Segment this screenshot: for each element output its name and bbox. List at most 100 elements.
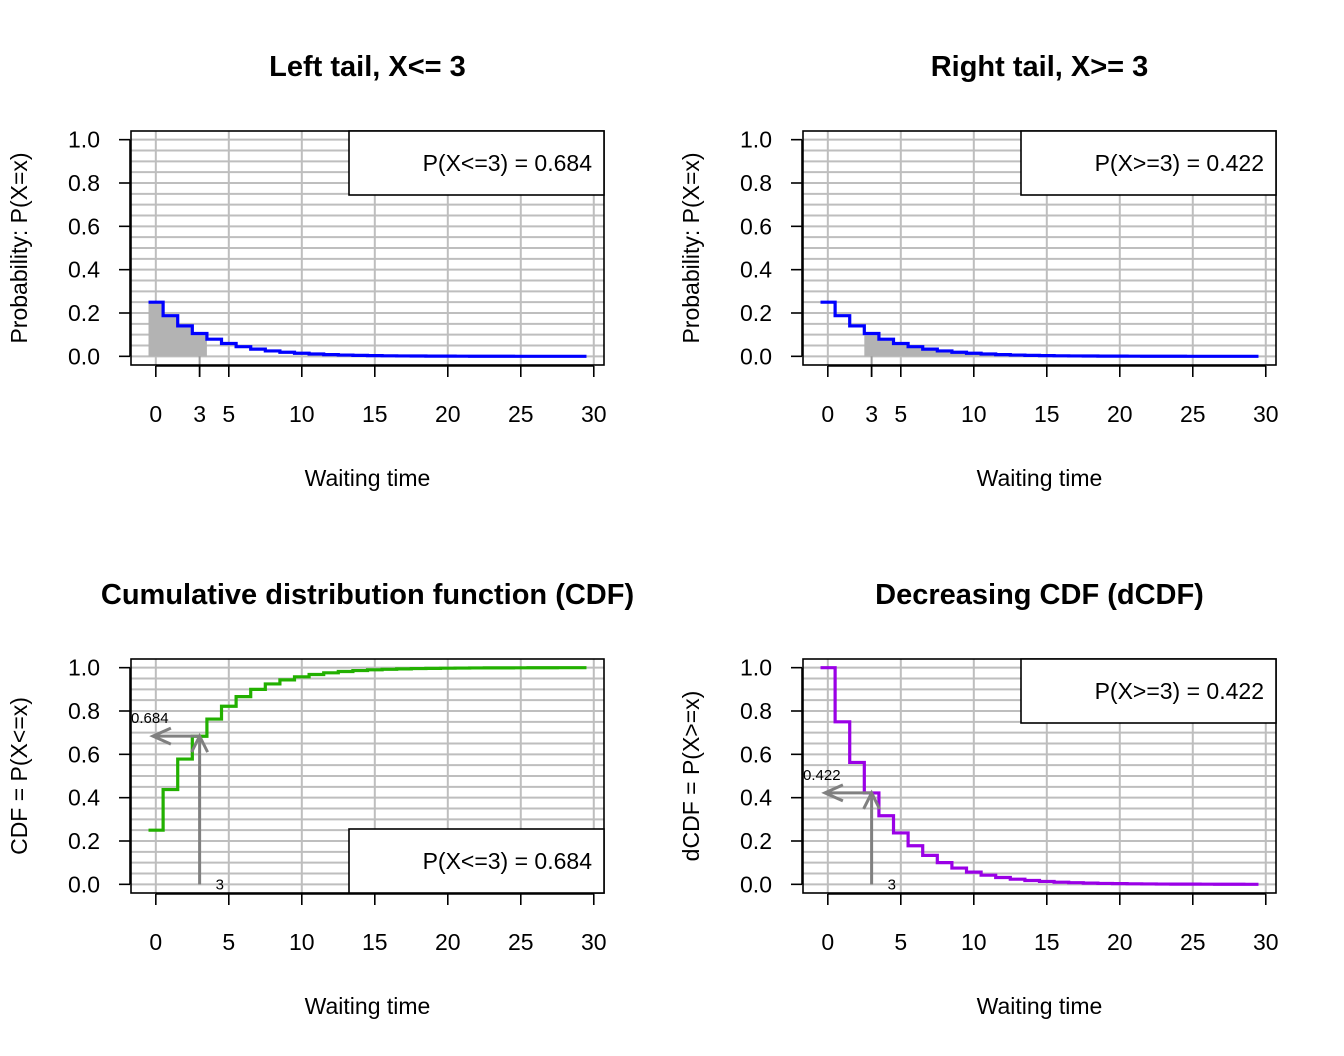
panel-title: Decreasing CDF (dCDF) [875, 579, 1204, 611]
y-tick-label: 0.8 [68, 698, 100, 724]
x-tick-label: 5 [894, 929, 907, 955]
value-arrow: 3 0.684 [131, 710, 224, 893]
x-tick-label: 0 [821, 401, 834, 427]
y-tick-label: 0.0 [68, 343, 100, 369]
x-tick-label: 30 [1253, 929, 1279, 955]
arrow-x-label: 3 [216, 876, 224, 893]
y-tick-label: 0.2 [68, 300, 100, 326]
x-tick-label: 5 [222, 929, 235, 955]
x-tick-label: 10 [961, 401, 987, 427]
y-tick-label: 0.2 [68, 828, 100, 854]
y-tick-label: 1.0 [68, 655, 100, 681]
x-tick-label: 25 [1180, 929, 1206, 955]
step-series [820, 300, 1259, 358]
shaded-area [148, 302, 207, 357]
x-tick-label: 25 [1180, 401, 1206, 427]
x-tick-label: 15 [362, 401, 388, 427]
x-axis: 0 5 10 15 20 25 30 Waiting time [821, 893, 1279, 1019]
y-tick-label: 0.0 [740, 343, 772, 369]
y-tick-label: 0.0 [740, 871, 772, 897]
legend-box [348, 828, 605, 894]
x-axis: 0 3 5 10 15 20 25 30 Waiting time [821, 365, 1279, 491]
x-tick-label: 10 [961, 929, 987, 955]
arrow-y-label: 0.684 [131, 710, 169, 727]
x-tick-label: 20 [1107, 401, 1133, 427]
legend-box [1020, 658, 1277, 724]
legend-text: P(X<=3) = 0.684 [423, 150, 593, 176]
legend-text: P(X>=3) = 0.422 [1095, 150, 1264, 176]
panel-dcdf: Decreasing CDF (dCDF) 3 0.422 P(X>=3) = 0.4… [678, 579, 1279, 1019]
y-tick-label: 1.0 [740, 655, 772, 681]
x-tick-label: 20 [435, 401, 461, 427]
y-axis: 0.0 0.2 0.4 0.6 0.8 1.0 CDF = P(X<=x) [6, 655, 131, 897]
x-axis-label: Waiting time [305, 465, 431, 491]
x-axis-label: Waiting time [305, 993, 431, 1019]
y-tick-label: 1.0 [740, 127, 772, 153]
y-axis-label: CDF = P(X<=x) [6, 697, 32, 855]
y-tick-label: 0.6 [68, 213, 100, 239]
arrow-head [821, 783, 844, 803]
y-tick-label: 0.2 [740, 300, 772, 326]
x-tick-label: 3 [865, 401, 878, 427]
y-axis-label: Probability: P(X=x) [678, 152, 704, 343]
panel-right-tail: Right tail, X>= 3 P(X>=3) = 0.422 0.0 0.2 0.… [678, 51, 1279, 491]
x-tick-label: 10 [289, 929, 315, 955]
legend-box [1020, 130, 1277, 196]
x-tick-label: 20 [1107, 929, 1133, 955]
arrow-head [149, 726, 172, 746]
y-tick-label: 0.4 [740, 257, 772, 283]
x-tick-label: 5 [894, 401, 907, 427]
x-tick-label: 25 [508, 929, 534, 955]
x-axis: 0 3 5 10 15 20 25 30 Waiting time [149, 365, 607, 491]
x-tick-label: 30 [581, 929, 607, 955]
legend-box [348, 130, 605, 196]
x-tick-label: 20 [435, 929, 461, 955]
x-tick-label: 25 [508, 401, 534, 427]
step-line [148, 666, 587, 832]
panel-title: Right tail, X>= 3 [931, 51, 1149, 83]
y-axis: 0.0 0.2 0.4 0.6 0.8 1.0 dCDF = P(X>=x) [678, 655, 803, 897]
x-tick-label: 0 [821, 929, 834, 955]
y-tick-label: 0.6 [740, 213, 772, 239]
step-line [148, 300, 587, 358]
panel-title: Cumulative distribution function (CDF) [101, 579, 634, 611]
step-line [820, 300, 1259, 358]
y-tick-label: 0.2 [740, 828, 772, 854]
x-axis: 0 5 10 15 20 25 30 Waiting time [149, 893, 607, 1019]
x-tick-label: 15 [1034, 401, 1060, 427]
x-tick-label: 15 [362, 929, 388, 955]
y-tick-label: 0.4 [68, 257, 100, 283]
x-tick-label: 10 [289, 401, 315, 427]
x-tick-label: 15 [1034, 929, 1060, 955]
panel-left-tail: Left tail, X<= 3 P(X<=3) = 0.684 0.0 0.2 0.4… [6, 51, 607, 491]
arrow-y-label: 0.422 [803, 767, 841, 784]
y-tick-label: 0.8 [740, 698, 772, 724]
arrow-x-label: 3 [888, 876, 896, 893]
x-tick-label: 3 [193, 401, 206, 427]
y-tick-label: 0.6 [68, 741, 100, 767]
y-tick-label: 0.4 [68, 785, 100, 811]
x-tick-label: 30 [1253, 401, 1279, 427]
y-tick-label: 1.0 [68, 127, 100, 153]
x-tick-label: 5 [222, 401, 235, 427]
panel-cdf: Cumulative distribution function (CDF)30… [6, 579, 634, 1019]
step-line [820, 666, 1259, 886]
shaded-area [864, 333, 1259, 357]
legend-text: P(X>=3) = 0.422 [1095, 678, 1264, 704]
x-tick-label: 0 [149, 929, 162, 955]
y-tick-label: 0.8 [68, 170, 100, 196]
x-tick-label: 30 [581, 401, 607, 427]
y-axis: 0.0 0.2 0.4 0.6 0.8 1.0 Probability: P(X=x) [6, 127, 131, 369]
value-arrow: 3 0.422 [803, 767, 896, 893]
step-series [820, 666, 1259, 886]
panel-title: Left tail, X<= 3 [269, 51, 466, 83]
x-tick-label: 0 [149, 401, 162, 427]
y-tick-label: 0.0 [68, 871, 100, 897]
legend-text: P(X<=3) = 0.684 [423, 848, 593, 874]
y-tick-label: 0.4 [740, 785, 772, 811]
y-tick-label: 0.8 [740, 170, 772, 196]
x-axis-label: Waiting time [977, 465, 1103, 491]
x-axis-label: Waiting time [977, 993, 1103, 1019]
step-series [148, 666, 587, 832]
